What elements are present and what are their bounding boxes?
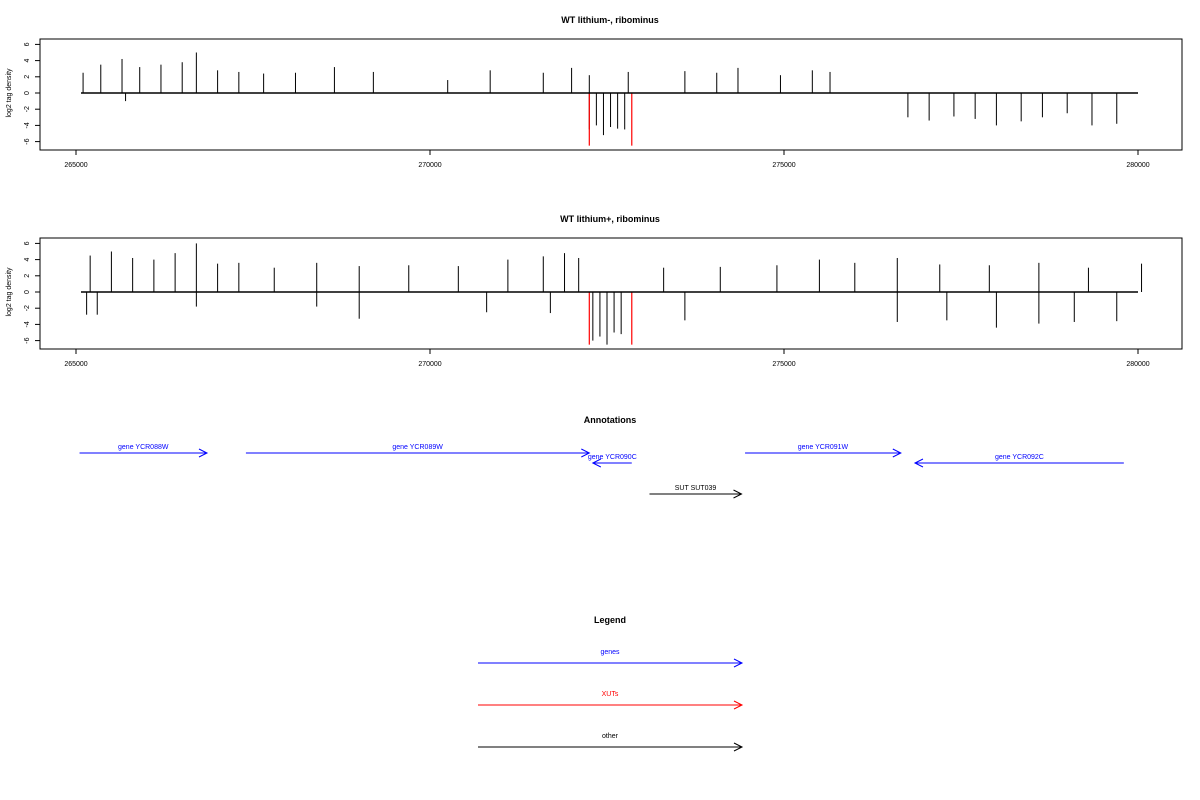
x-tick-label: 280000 (1126, 162, 1149, 169)
legend-label: other (602, 733, 619, 740)
legend-arrow-arrowhead (733, 700, 744, 710)
y-tick-label: 2 (24, 75, 31, 79)
feature-arrow-arrowhead (198, 448, 209, 458)
y-axis: -6 -4 -2 0 2 4 6 (24, 241, 41, 344)
y-tick-label: 4 (24, 258, 31, 262)
feature-arrow-arrowhead (733, 489, 743, 499)
y-axis: -6 -4 -2 0 2 4 6 (24, 42, 41, 145)
y-tick-label: -4 (24, 321, 31, 327)
y-tick-label: 0 (24, 290, 31, 294)
feature-arrow-arrowhead (591, 458, 602, 468)
feature-arrow-arrowhead (913, 458, 924, 468)
feature-label: gene YCR091W (798, 444, 849, 451)
annotations-panel: Annotations gene YCR088W gene YCR089Wgene… (79, 415, 1124, 499)
track-title: WT lithium-, ribominus (561, 15, 659, 25)
legend-title: Legend (594, 615, 626, 625)
feature-gene: gene YCR091W (745, 444, 902, 458)
legend-label: genes (600, 649, 620, 656)
y-tick-label: 6 (24, 241, 31, 245)
x-axis: 265000 270000 275000 280000 (64, 348, 1150, 368)
feature-gene: gene YCR089W (245, 444, 591, 458)
y-axis-label: log2 tag density (6, 68, 13, 118)
feature-label: gene YCR089W (392, 444, 443, 451)
y-tick-label: -2 (24, 305, 31, 311)
feature-label: SUT SUT039 (675, 485, 717, 492)
feature-other: SUT SUT039 (649, 485, 743, 499)
x-tick-label: 280000 (1126, 361, 1149, 368)
signal-bars (82, 52, 1118, 146)
x-tick-label: 265000 (64, 361, 87, 368)
legend-items: genes XUTs other (478, 649, 744, 752)
y-tick-label: 4 (24, 59, 31, 63)
feature-label: gene YCR090C (588, 454, 637, 461)
legend-item-xut: XUTs (478, 691, 744, 710)
track-title: WT lithium+, ribominus (560, 214, 660, 224)
y-tick-label: 6 (24, 42, 31, 46)
legend-arrow-arrowhead (733, 658, 744, 668)
legend-label: XUTs (602, 691, 619, 698)
feature-gene: gene YCR092C (913, 454, 1124, 468)
y-tick-label: -2 (24, 106, 31, 112)
legend-item-gene: genes (478, 649, 744, 668)
feature-label: gene YCR092C (995, 454, 1044, 461)
x-tick-label: 265000 (64, 162, 87, 169)
x-tick-label: 270000 (418, 162, 441, 169)
y-tick-label: -6 (24, 138, 31, 144)
y-axis-label: log2 tag density (6, 267, 13, 317)
feature-arrow-arrowhead (581, 448, 591, 458)
signal-bars (86, 243, 1143, 345)
feature-gene: gene YCR088W (79, 444, 209, 458)
legend-arrow-arrowhead (733, 742, 744, 752)
plot-frame (39, 237, 1183, 350)
x-tick-label: 275000 (772, 162, 795, 169)
y-tick-label: 2 (24, 274, 31, 278)
track-panel-lithium-plus: WT lithium+, ribominus log2 tag density … (6, 214, 1183, 368)
y-tick-label: -6 (24, 337, 31, 343)
feature-gene: gene YCR090C (588, 454, 637, 468)
x-axis: 265000 270000 275000 280000 (64, 149, 1150, 169)
legend-panel: Legend genes XUTs other (478, 615, 744, 752)
feature-arrows: gene YCR088W gene YCR089W gene YCR090C gene… (79, 444, 1124, 499)
feature-label: gene YCR088W (118, 444, 169, 451)
annotations-title: Annotations (584, 415, 637, 425)
legend-item-other: other (478, 733, 744, 752)
track-panel-lithium-minus: WT lithium-, ribominus log2 tag density … (6, 15, 1183, 169)
y-tick-label: 0 (24, 91, 31, 95)
x-tick-label: 275000 (772, 361, 795, 368)
feature-arrow-arrowhead (892, 448, 902, 458)
x-tick-label: 270000 (418, 361, 441, 368)
y-tick-label: -4 (24, 122, 31, 128)
